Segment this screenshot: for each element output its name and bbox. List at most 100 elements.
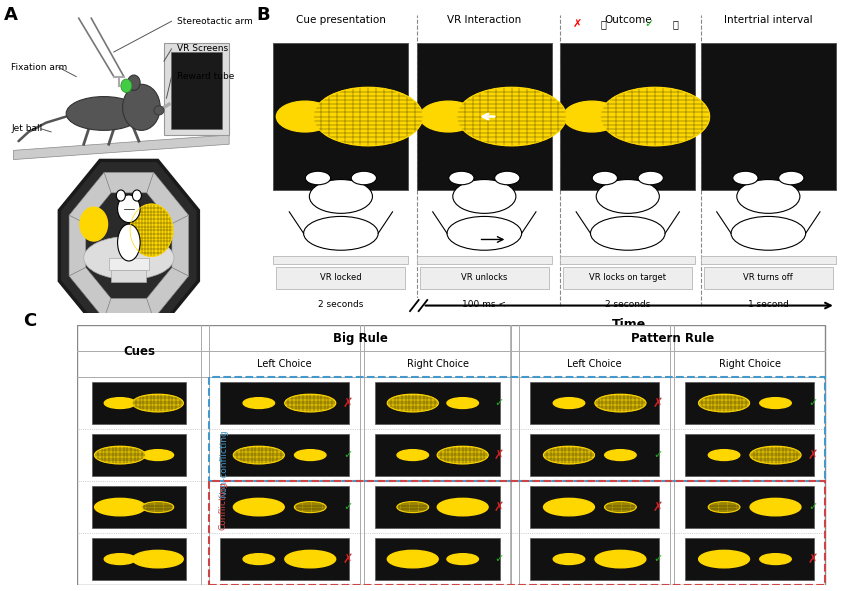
Circle shape	[309, 180, 372, 213]
Text: VR Screens: VR Screens	[177, 44, 228, 53]
Bar	[685, 382, 814, 424]
Bar	[220, 538, 348, 580]
Text: Cues: Cues	[123, 345, 155, 358]
Text: Left Choice: Left Choice	[568, 359, 622, 369]
Circle shape	[553, 554, 585, 564]
Circle shape	[760, 398, 791, 408]
Text: ✗: ✗	[652, 397, 663, 410]
Text: ✓: ✓	[343, 502, 353, 512]
Text: C: C	[24, 312, 37, 330]
Circle shape	[314, 87, 422, 146]
Bar	[685, 434, 814, 476]
Circle shape	[708, 450, 740, 460]
Ellipse shape	[117, 224, 140, 261]
Ellipse shape	[66, 96, 141, 131]
Bar	[276, 267, 405, 288]
Circle shape	[437, 446, 488, 464]
Bar	[564, 267, 692, 288]
Circle shape	[760, 554, 791, 564]
Text: ✓: ✓	[495, 398, 504, 408]
Text: Reward tube: Reward tube	[177, 72, 234, 81]
Circle shape	[116, 190, 125, 201]
Bar	[530, 382, 659, 424]
Polygon shape	[69, 173, 111, 224]
Circle shape	[737, 180, 800, 213]
Circle shape	[457, 87, 566, 146]
Text: ✗: ✗	[652, 501, 663, 514]
Circle shape	[447, 398, 479, 408]
Circle shape	[447, 554, 479, 564]
Circle shape	[234, 498, 284, 516]
Text: Non-conflicting: Non-conflicting	[218, 429, 228, 498]
Circle shape	[699, 550, 750, 568]
Circle shape	[294, 450, 326, 460]
Text: Fixation arm: Fixation arm	[11, 63, 67, 72]
Text: B: B	[256, 6, 270, 24]
Circle shape	[117, 195, 140, 223]
Circle shape	[80, 207, 108, 241]
Circle shape	[564, 101, 620, 132]
Text: 2 seconds: 2 seconds	[605, 300, 650, 309]
Bar	[164, 43, 230, 135]
Circle shape	[142, 450, 173, 460]
Polygon shape	[147, 268, 189, 319]
Circle shape	[638, 171, 663, 185]
Bar	[92, 486, 186, 528]
Text: VR unlocks: VR unlocks	[462, 274, 507, 282]
Circle shape	[142, 502, 173, 512]
Text: ✓: ✓	[654, 450, 663, 460]
Circle shape	[420, 101, 477, 132]
Text: ✗: ✗	[342, 397, 353, 410]
Bar	[209, 377, 825, 481]
Text: Stereotactic arm: Stereotactic arm	[177, 17, 252, 26]
Circle shape	[388, 550, 439, 568]
Bar	[416, 43, 552, 190]
Bar	[701, 43, 836, 190]
Text: ✓: ✓	[654, 554, 663, 564]
Bar	[376, 434, 500, 476]
Circle shape	[600, 87, 710, 146]
Circle shape	[305, 171, 331, 185]
Circle shape	[397, 450, 428, 460]
Text: 100 ms <: 100 ms <	[462, 300, 507, 309]
Circle shape	[779, 171, 804, 185]
Bar	[530, 434, 659, 476]
Circle shape	[453, 180, 516, 213]
Polygon shape	[60, 160, 198, 331]
Circle shape	[388, 394, 439, 412]
Circle shape	[105, 554, 136, 564]
Circle shape	[495, 171, 520, 185]
Text: Big Rule: Big Rule	[332, 332, 388, 345]
Circle shape	[592, 171, 617, 185]
Text: 2 seconds: 2 seconds	[318, 300, 364, 309]
Bar	[274, 256, 408, 264]
Circle shape	[105, 398, 136, 408]
Text: 1 second: 1 second	[748, 300, 789, 309]
Circle shape	[449, 171, 474, 185]
Text: Conflicting: Conflicting	[218, 481, 228, 530]
Circle shape	[133, 190, 141, 201]
Circle shape	[133, 394, 184, 412]
Circle shape	[128, 75, 140, 90]
Bar	[220, 382, 348, 424]
Bar	[530, 538, 659, 580]
Text: ✓: ✓	[343, 450, 353, 460]
Bar	[376, 486, 500, 528]
Bar	[420, 267, 549, 288]
Circle shape	[130, 204, 173, 256]
Circle shape	[604, 502, 636, 512]
Bar	[376, 538, 500, 580]
Bar	[701, 256, 836, 264]
Polygon shape	[14, 135, 230, 160]
Text: Time: Time	[612, 318, 646, 331]
Bar	[560, 256, 695, 264]
Circle shape	[750, 498, 801, 516]
Ellipse shape	[84, 236, 174, 280]
Bar	[92, 538, 186, 580]
Text: ✗: ✗	[342, 553, 353, 566]
Bar	[209, 481, 825, 585]
Bar	[416, 256, 552, 264]
Circle shape	[595, 550, 646, 568]
Circle shape	[595, 394, 646, 412]
Circle shape	[285, 550, 336, 568]
